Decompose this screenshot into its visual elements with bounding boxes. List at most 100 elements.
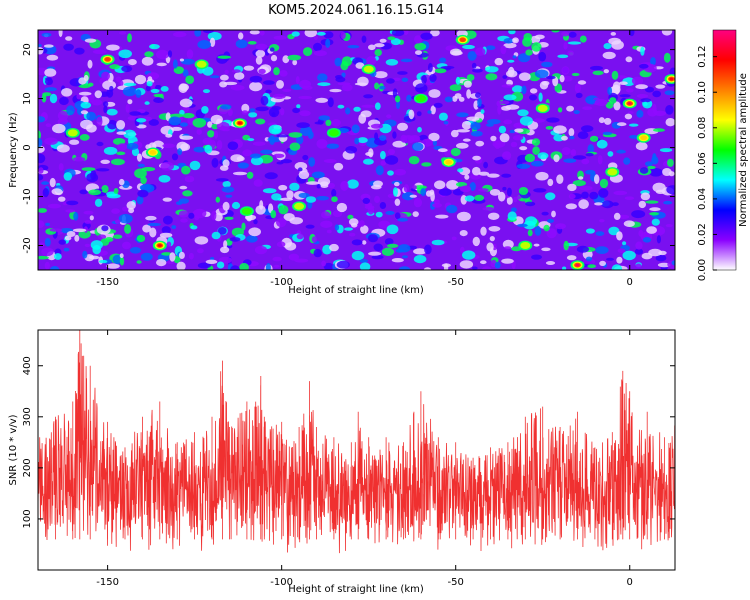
heatmap-cell xyxy=(89,215,94,221)
heatmap-cell xyxy=(110,158,125,166)
heatmap-cell xyxy=(91,99,103,106)
heatmap-cell xyxy=(413,197,422,208)
heatmap-cell xyxy=(316,138,328,149)
heatmap-cell xyxy=(472,236,480,247)
heatmap-cell xyxy=(162,143,175,149)
heatmap-cell xyxy=(519,116,533,126)
heatmap-cell xyxy=(666,185,675,195)
heatmap-cell xyxy=(392,131,397,139)
heatmap-cell xyxy=(561,135,568,141)
heatmap-cell xyxy=(463,80,472,88)
heatmap-cell xyxy=(374,49,382,57)
heatmap-cell xyxy=(432,202,442,208)
heatmap-cell xyxy=(645,161,653,167)
heatmap-cell xyxy=(618,214,630,219)
heatmap-peak xyxy=(641,136,646,140)
heatmap-cell xyxy=(209,37,216,47)
heatmap-cell xyxy=(388,148,395,155)
heatmap-cell xyxy=(545,126,554,130)
heatmap-cell xyxy=(628,111,634,115)
heatmap-cell xyxy=(101,225,109,232)
heatmap-cell xyxy=(307,131,314,140)
heatmap-cell xyxy=(38,130,41,140)
heatmap-cell xyxy=(239,263,249,270)
heatmap-cell xyxy=(270,54,278,62)
heatmap-cell xyxy=(227,141,239,150)
heatmap-cell xyxy=(58,163,64,171)
heatmap-cell xyxy=(249,108,256,113)
heatmap-cell xyxy=(532,146,540,155)
heatmap-cell xyxy=(255,106,269,112)
heatmap-cell xyxy=(639,167,649,174)
heatmap-cell xyxy=(531,254,542,260)
heatmap-cell xyxy=(421,162,432,167)
y-tick-label: 10 xyxy=(22,92,33,105)
heatmap-cell xyxy=(569,135,575,140)
heatmap-cell xyxy=(86,172,99,183)
heatmap-cell xyxy=(38,116,46,123)
heatmap-cell xyxy=(38,167,44,174)
heatmap-cell xyxy=(403,184,409,193)
heatmap-cell xyxy=(122,241,131,250)
heatmap-cell xyxy=(328,182,335,189)
heatmap-cell xyxy=(38,220,45,228)
heatmap-cell xyxy=(362,197,370,204)
heatmap-cell xyxy=(137,163,145,168)
heatmap-cell xyxy=(298,170,310,180)
heatmap-cell xyxy=(587,264,596,269)
heatmap-cell xyxy=(325,119,332,127)
heatmap-cell xyxy=(380,160,386,166)
heatmap-cell xyxy=(584,169,596,175)
heatmap-cell xyxy=(667,158,674,167)
x-tick-label: -50 xyxy=(448,577,464,588)
heatmap-cell xyxy=(179,185,188,190)
heatmap-cell xyxy=(122,206,129,212)
heatmap-cell xyxy=(88,255,100,260)
heatmap-cell xyxy=(170,126,183,131)
heatmap-cell xyxy=(420,188,427,197)
heatmap-cell xyxy=(531,160,544,167)
heatmap-cell xyxy=(262,188,277,194)
heatmap-cell xyxy=(38,44,42,47)
heatmap-cell xyxy=(619,81,628,85)
heatmap-cell xyxy=(517,109,529,117)
heatmap-cell xyxy=(553,134,565,142)
heatmap-cell xyxy=(141,56,154,66)
heatmap-cell xyxy=(317,177,331,187)
heatmap-cell xyxy=(207,130,215,138)
heatmap-cell xyxy=(502,186,507,191)
heatmap-cell xyxy=(192,208,207,219)
heatmap-cell xyxy=(516,163,531,169)
heatmap-cell xyxy=(106,108,118,116)
colorbar-tick-label: 0.06 xyxy=(697,152,708,174)
heatmap-cell xyxy=(49,177,56,188)
heatmap-cell xyxy=(471,266,478,270)
heatmap-cell xyxy=(446,204,458,214)
heatmap-cell xyxy=(136,124,147,129)
heatmap-cell xyxy=(298,192,310,199)
heatmap-cell xyxy=(280,197,293,201)
heatmap-cell xyxy=(323,159,337,163)
heatmap-cell xyxy=(489,189,501,196)
heatmap-cell xyxy=(429,74,437,82)
heatmap-cell xyxy=(230,84,245,91)
y-tick-label: -20 xyxy=(22,237,33,253)
heatmap-cell xyxy=(408,156,420,165)
heatmap-cell xyxy=(613,212,621,220)
heatmap-cell xyxy=(294,258,309,263)
heatmap-cell xyxy=(456,211,471,222)
heatmap-cell xyxy=(363,158,374,165)
heatmap-cell xyxy=(202,137,213,145)
heatmap-cell xyxy=(636,110,644,118)
heatmap-cell xyxy=(57,110,69,121)
heatmap-cell xyxy=(616,149,626,154)
heatmap-cell xyxy=(224,69,229,75)
heatmap-cell xyxy=(351,250,365,261)
heatmap-cell xyxy=(599,219,605,223)
heatmap-cell xyxy=(348,218,359,226)
heatmap-cell xyxy=(459,230,468,237)
heatmap-cell xyxy=(207,121,213,128)
heatmap-cell xyxy=(401,77,409,83)
heatmap-cell xyxy=(487,119,501,125)
heatmap-cell xyxy=(392,140,407,148)
